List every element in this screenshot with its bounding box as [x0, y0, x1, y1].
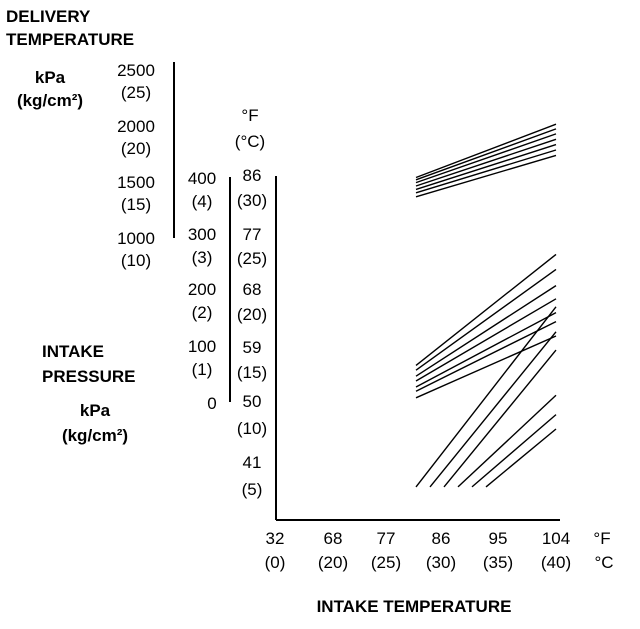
- delivery-temperature-line-5: [471, 414, 557, 488]
- intake-pressure-line-5: [415, 311, 557, 388]
- delivery-temperature-line-4: [457, 394, 557, 488]
- delivery-pressure-tick-kg: (25): [121, 83, 151, 102]
- delivery-temperature-line-1: [415, 306, 557, 488]
- delivery-pressure-tick-kpa: 1500: [117, 173, 155, 192]
- intake-pressure-tick-kpa: 300: [188, 225, 216, 244]
- delivery-pressure-tick-kpa: 1000: [117, 229, 155, 248]
- x-tick-f: 95: [489, 529, 508, 548]
- intake-pressure-line-6: [415, 320, 557, 392]
- intake-pressure-ticks: 400 (4) 300 (3) 200 (2) 100 (1) 0: [188, 169, 217, 413]
- x-tick-c: (0): [265, 553, 286, 572]
- delivery-pressure-line-1: [415, 123, 557, 179]
- temperature-ticks: 86 (30) 77 (25) 68 (20) 59 (15) 50 (10) …: [237, 166, 267, 499]
- x-tick-c: (35): [483, 553, 513, 572]
- delivery-pressure-tick-kpa: 2000: [117, 117, 155, 136]
- x-axis-title: INTAKE TEMPERATURE: [317, 597, 512, 616]
- intake-pressure-line-3: [415, 285, 557, 377]
- temperature-tick-c: (10): [237, 419, 267, 438]
- temperature-tick-c: (20): [237, 305, 267, 324]
- temperature-tick-f: 41: [243, 453, 262, 472]
- x-unit-c: °C: [594, 553, 613, 572]
- temperature-tick-f: 59: [243, 338, 262, 357]
- intake-pressure-title-line-1: INTAKE: [42, 342, 104, 361]
- x-tick-f: 104: [542, 529, 570, 548]
- delivery-pressure-tick-kg: (15): [121, 195, 151, 214]
- delivery-pressure-line-7: [415, 154, 557, 198]
- intake-pressure-title-line-2: PRESSURE: [42, 367, 136, 386]
- delivery-temperature-line-3: [443, 349, 557, 488]
- x-tick-c: (30): [426, 553, 456, 572]
- x-tick-f: 77: [377, 529, 396, 548]
- x-tick-f: 86: [432, 529, 451, 548]
- intake-pressure-tick-kg: (3): [192, 248, 213, 267]
- chart-title-line-2: TEMPERATURE: [6, 30, 134, 49]
- delivery-pressure-tick-kg: (20): [121, 139, 151, 158]
- x-axis-ticks: 32 (0) 68 (20) 77 (25) 86 (30) 95 (35) 1…: [265, 529, 572, 572]
- delivery-pressure-tick-kpa: 2500: [117, 61, 155, 80]
- x-tick-c: (25): [371, 553, 401, 572]
- x-unit-f: °F: [593, 529, 610, 548]
- delivery-pressure-line-5: [415, 143, 557, 191]
- delivery-temperature-line-2: [429, 331, 557, 488]
- intake-pressure-tick-kpa: 100: [188, 337, 216, 356]
- temperature-tick-f: 77: [243, 225, 262, 244]
- delivery-temperature-line-6: [485, 428, 557, 488]
- intake-pressure-tick-kg: (2): [192, 303, 213, 322]
- temperature-unit-c: (°C): [235, 132, 265, 151]
- intake-pressure-unit-kg: (kg/cm²): [62, 426, 128, 445]
- temperature-tick-c: (30): [237, 191, 267, 210]
- x-tick-c: (20): [318, 553, 348, 572]
- intake-pressure-line-1: [415, 253, 557, 366]
- temperature-tick-f: 86: [243, 166, 262, 185]
- intake-pressure-tick-kg: (1): [192, 360, 213, 379]
- delivery-pressure-line-3: [415, 133, 557, 184]
- temperature-tick-c: (25): [237, 249, 267, 268]
- x-tick-c: (40): [541, 553, 571, 572]
- x-tick-f: 68: [324, 529, 343, 548]
- chart-lines: [415, 123, 557, 488]
- delivery-pressure-line-2: [415, 128, 557, 181]
- intake-pressure-line-2: [415, 268, 557, 371]
- intake-pressure-unit-kpa: kPa: [80, 401, 111, 420]
- temperature-tick-f: 68: [243, 280, 262, 299]
- intake-pressure-tick-kpa: 0: [207, 394, 216, 413]
- intake-pressure-line-4: [415, 298, 557, 382]
- delivery-pressure-line-4: [415, 138, 557, 187]
- intake-pressure-tick-kpa: 200: [188, 280, 216, 299]
- intake-pressure-tick-kg: (4): [192, 192, 213, 211]
- temperature-tick-f: 50: [243, 392, 262, 411]
- temperature-tick-c: (15): [237, 363, 267, 382]
- x-tick-f: 32: [266, 529, 285, 548]
- intake-pressure-line-7: [415, 335, 557, 399]
- delivery-pressure-ticks: 2500 (25) 2000 (20) 1500 (15) 1000 (10): [117, 61, 155, 270]
- temperature-unit-f: °F: [241, 106, 258, 125]
- delivery-pressure-unit-kpa: kPa: [35, 68, 66, 87]
- intake-pressure-tick-kpa: 400: [188, 169, 216, 188]
- chart-title-line-1: DELIVERY: [6, 7, 91, 26]
- delivery-pressure-line-6: [415, 149, 557, 194]
- temperature-tick-c: (5): [242, 480, 263, 499]
- delivery-pressure-unit-kg: (kg/cm²): [17, 91, 83, 110]
- delivery-pressure-tick-kg: (10): [121, 251, 151, 270]
